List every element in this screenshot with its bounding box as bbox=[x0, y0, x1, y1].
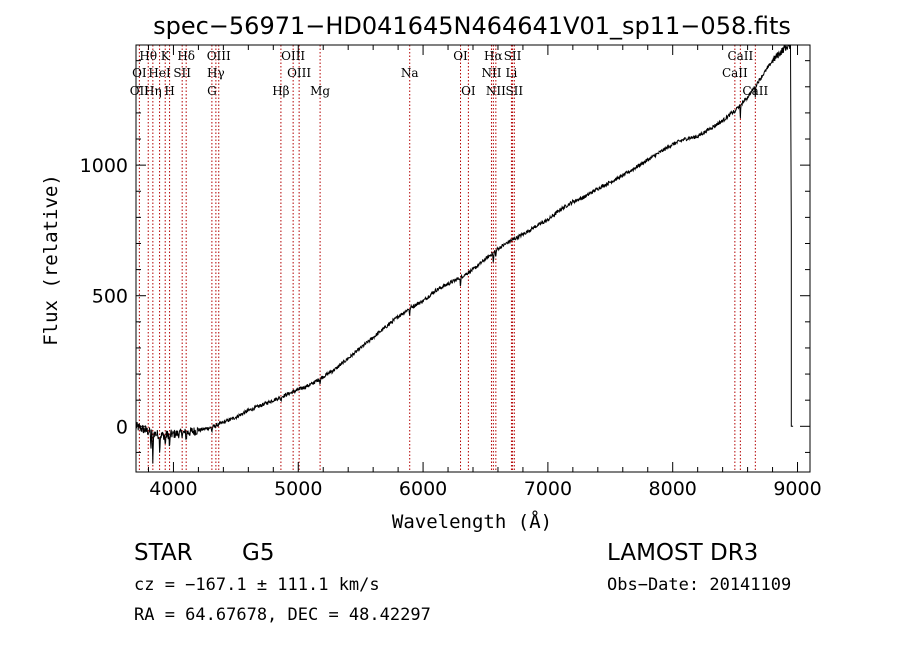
spectral-line-label: Hγ bbox=[207, 66, 225, 80]
spectral-line-label: G bbox=[207, 84, 217, 98]
spectral-line-label: Hδ bbox=[177, 49, 195, 63]
spectral-line-label: Hβ bbox=[272, 84, 289, 98]
spectral-line-label: SII bbox=[505, 84, 523, 98]
spectral-line-label: OI bbox=[461, 84, 476, 98]
y-axis-ticks: 0 500 1000 bbox=[80, 60, 810, 453]
spectral-line-label: CaII bbox=[722, 66, 748, 80]
spectral-line-label: OI bbox=[453, 49, 468, 63]
y-axis-label: Flux (relative) bbox=[40, 174, 62, 346]
spectral-line-label: Hη bbox=[144, 84, 162, 98]
y-tick-label: 0 bbox=[116, 416, 128, 438]
spectral-line-label: SII bbox=[504, 49, 522, 63]
spectral-line-label: HeI bbox=[148, 66, 171, 80]
spectral-line-label: K bbox=[161, 49, 171, 63]
x-tick-label: 8000 bbox=[649, 478, 697, 500]
x-axis-ticks: 4000 5000 6000 7000 8000 9000 bbox=[147, 45, 822, 500]
x-tick-label: 5000 bbox=[274, 478, 322, 500]
survey-name: LAMOST DR3 bbox=[607, 540, 758, 566]
spectral-line-label: Na bbox=[401, 66, 419, 80]
object-class: STAR bbox=[134, 540, 193, 566]
x-axis-label: Wavelength (Å) bbox=[392, 510, 552, 533]
y-tick-label: 1000 bbox=[80, 155, 128, 177]
spectral-line-label: OIII bbox=[207, 49, 231, 63]
spectral-line-label: H bbox=[164, 84, 174, 98]
chart-title: spec−56971−HD041645N464641V01_sp11−058.f… bbox=[153, 12, 791, 40]
coordinates-text: RA = 64.67678, DEC = 48.42297 bbox=[134, 605, 431, 625]
spectral-line-label: OI bbox=[132, 66, 147, 80]
object-subclass: G5 bbox=[242, 540, 274, 566]
spectral-line-label: Li bbox=[506, 66, 518, 80]
spectral-line-label: NII bbox=[481, 66, 501, 80]
spectral-line-label: NII bbox=[486, 84, 506, 98]
spectral-line-label: CaII bbox=[727, 49, 753, 63]
obs-date-text: Obs−Date: 20141109 bbox=[607, 575, 791, 595]
spectral-line-markers bbox=[138, 45, 756, 472]
x-tick-label: 4000 bbox=[149, 478, 197, 500]
spectral-line-label: OII bbox=[130, 84, 150, 98]
redshift-text: cz = −167.1 ± 111.1 km/s bbox=[134, 575, 380, 595]
spectral-line-label: OIII bbox=[287, 66, 311, 80]
spectral-line-label: Hα bbox=[484, 49, 503, 63]
spectral-line-label: OIII bbox=[281, 49, 305, 63]
y-tick-label: 500 bbox=[92, 286, 128, 308]
plot-frame bbox=[135, 44, 811, 473]
x-tick-label: 7000 bbox=[524, 478, 572, 500]
x-tick-label: 9000 bbox=[773, 478, 821, 500]
spectral-line-label: SII bbox=[173, 66, 191, 80]
spectral-line-label: Mg bbox=[310, 84, 330, 98]
spectrum-line bbox=[135, 44, 794, 464]
x-tick-label: 6000 bbox=[399, 478, 447, 500]
spectral-line-label: Hθ bbox=[139, 49, 157, 63]
